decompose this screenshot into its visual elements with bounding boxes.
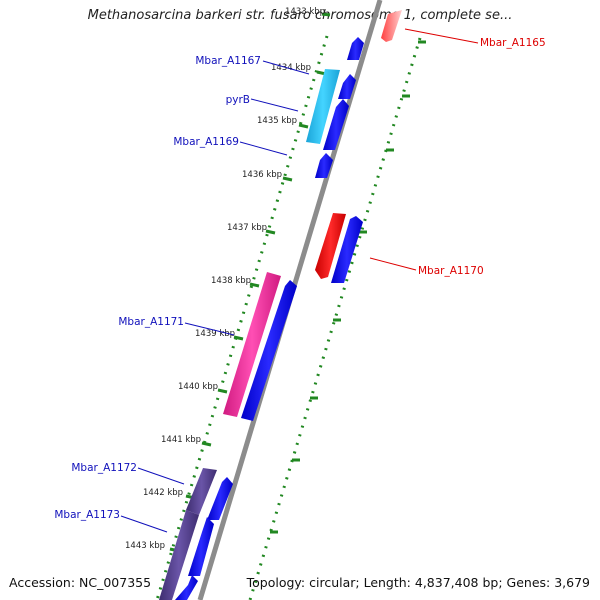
map-title: Methanosarcina barkeri str. fusaro chrom… bbox=[87, 8, 513, 23]
tick-label-1439: 1439 kbp bbox=[195, 329, 235, 339]
gene-mbar-a1171[interactable] bbox=[223, 272, 281, 417]
label-mbar-a1172[interactable]: Mbar_A1172 bbox=[71, 462, 137, 474]
cds-mbar-a1165[interactable] bbox=[381, 10, 402, 42]
label-leaders bbox=[120, 60, 310, 533]
label-mbar-a1165[interactable]: Mbar_A1165 bbox=[480, 37, 546, 49]
cds-mbar-a1172[interactable] bbox=[207, 477, 233, 520]
label-mbar-a1169[interactable]: Mbar_A1169 bbox=[173, 136, 239, 148]
gene-labels: Mbar_A1165 Mbar_A1167 pyrB Mbar_A1169 Mb… bbox=[54, 37, 545, 521]
tick-label-1443: 1443 kbp bbox=[125, 541, 165, 551]
tick-label-1436: 1436 kbp bbox=[242, 170, 282, 180]
label-mbar-a1173[interactable]: Mbar_A1173 bbox=[54, 509, 120, 521]
cds-mbar-a1169[interactable] bbox=[315, 153, 333, 178]
cds-pyrb[interactable] bbox=[323, 99, 349, 150]
cds-mbar-a1170-forward[interactable] bbox=[331, 216, 363, 283]
cds-forward-features bbox=[175, 37, 364, 600]
scale-tick-labels: 1433 kbp 1434 kbp 1435 kbp 1436 kbp 1437… bbox=[125, 7, 325, 551]
tick-label-1434: 1434 kbp bbox=[271, 63, 311, 73]
label-pyrb[interactable]: pyrB bbox=[226, 94, 250, 106]
cds-mbar-a1167b[interactable] bbox=[338, 74, 356, 99]
label-leader-mbar-a1165 bbox=[404, 28, 479, 44]
accession-label: Accession: NC_007355 bbox=[9, 575, 152, 590]
tick-label-1435: 1435 kbp bbox=[257, 116, 297, 126]
cds-mbar-a1171[interactable] bbox=[241, 280, 297, 421]
cds-mbar-a1173[interactable] bbox=[188, 517, 214, 576]
gene-pyrb[interactable] bbox=[306, 69, 340, 144]
cds-mbar-a1167[interactable] bbox=[347, 37, 364, 60]
tick-label-1433: 1433 kbp bbox=[285, 7, 325, 17]
gene-mbar-a1173[interactable] bbox=[159, 510, 199, 600]
sequence-summary: Topology: circular; Length: 4,837,408 bp… bbox=[246, 575, 590, 590]
tick-label-1440: 1440 kbp bbox=[178, 382, 218, 392]
label-mbar-a1171[interactable]: Mbar_A1171 bbox=[118, 316, 184, 328]
cds-mbar-a1170[interactable] bbox=[315, 213, 346, 279]
tick-label-1438: 1438 kbp bbox=[211, 276, 251, 286]
tick-label-1442: 1442 kbp bbox=[143, 488, 183, 498]
tick-label-1441: 1441 kbp bbox=[161, 435, 201, 445]
label-mbar-a1167[interactable]: Mbar_A1167 bbox=[195, 55, 261, 67]
cds-mbar-a1174[interactable] bbox=[175, 575, 198, 600]
outer-track-dashes bbox=[270, 40, 426, 534]
label-leader-mbar-a1170 bbox=[369, 257, 417, 271]
label-mbar-a1170[interactable]: Mbar_A1170 bbox=[418, 265, 484, 277]
tick-label-1437: 1437 kbp bbox=[227, 223, 267, 233]
gene-mbar-a1172[interactable] bbox=[186, 468, 217, 515]
